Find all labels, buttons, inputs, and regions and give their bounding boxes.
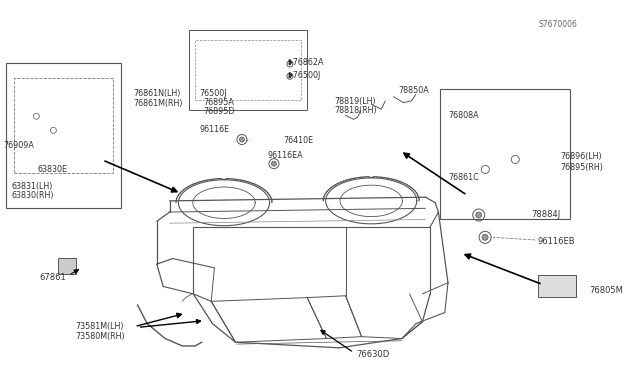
Text: 76861M(RH): 76861M(RH) (133, 99, 182, 108)
Text: 76805M: 76805M (589, 286, 623, 295)
Text: 73581M(LH): 73581M(LH) (76, 322, 124, 331)
Text: 63831(LH): 63831(LH) (12, 182, 53, 190)
Bar (440, 90, 570, 219)
Text: 96116EA: 96116EA (268, 151, 303, 160)
Text: ❥76862A: ❥76862A (287, 58, 324, 67)
Text: 76896(LH): 76896(LH) (560, 152, 602, 161)
Text: 76410E: 76410E (284, 136, 314, 145)
Text: 76861C: 76861C (448, 173, 479, 182)
FancyBboxPatch shape (58, 258, 76, 274)
Text: 78819(LH): 78819(LH) (334, 97, 376, 106)
Text: 78850A: 78850A (398, 86, 429, 94)
Text: 78818(RH): 78818(RH) (334, 106, 377, 115)
Text: 76861N(LH): 76861N(LH) (133, 89, 180, 98)
Text: 73580M(RH): 73580M(RH) (76, 332, 125, 341)
Text: 76895A: 76895A (204, 98, 234, 107)
Text: 76808A: 76808A (448, 111, 479, 120)
Text: 76630D: 76630D (356, 350, 389, 359)
Bar (538, 275, 575, 298)
Text: 63830E: 63830E (37, 165, 67, 174)
Bar (195, 40, 301, 100)
Text: ❥76500J: ❥76500J (287, 71, 321, 80)
Circle shape (239, 137, 244, 142)
Bar (15, 78, 113, 173)
Text: 78884J: 78884J (531, 210, 561, 219)
Text: 67861: 67861 (40, 273, 67, 282)
Bar (6, 63, 122, 208)
Text: 96116E: 96116E (200, 125, 230, 134)
Circle shape (482, 234, 488, 240)
Text: 76909A: 76909A (3, 141, 34, 150)
Text: 76895D: 76895D (204, 107, 235, 116)
Circle shape (476, 212, 482, 218)
Text: 63830(RH): 63830(RH) (12, 191, 54, 200)
Text: 76895(RH): 76895(RH) (560, 163, 603, 172)
Text: S7670006: S7670006 (539, 20, 578, 29)
Text: 76500J: 76500J (200, 89, 227, 97)
Bar (189, 30, 307, 110)
Circle shape (271, 161, 276, 166)
Text: 96116EB: 96116EB (538, 237, 575, 246)
